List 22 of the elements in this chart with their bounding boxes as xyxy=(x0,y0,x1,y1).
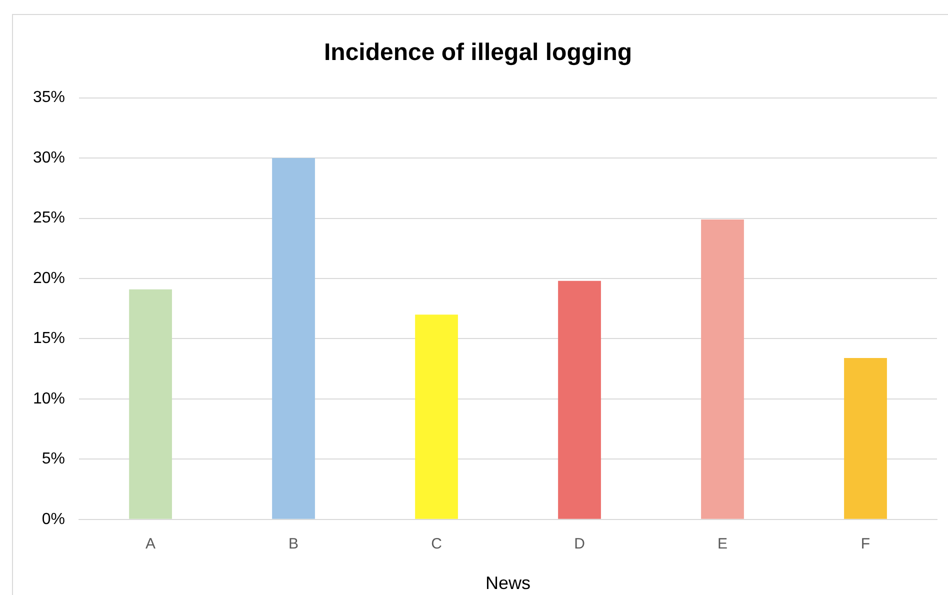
y-tick-label: 10% xyxy=(32,390,66,408)
x-tick-label: C xyxy=(431,536,442,553)
bar xyxy=(272,158,315,519)
x-tick-label: B xyxy=(288,536,299,553)
y-tick-label: 0% xyxy=(42,510,66,528)
bar xyxy=(701,219,744,519)
x-tick-label: D xyxy=(574,536,586,553)
y-tick-label: 35% xyxy=(32,89,66,106)
y-tick-label: 30% xyxy=(32,149,66,166)
bar xyxy=(844,358,887,519)
x-tick-label: F xyxy=(860,536,870,553)
x-axis-title: News xyxy=(486,573,531,594)
x-tick-label: A xyxy=(146,536,156,553)
bar xyxy=(558,280,601,519)
bar xyxy=(415,314,458,519)
bar xyxy=(129,289,172,519)
y-tick-label: 15% xyxy=(32,330,66,348)
y-tick-label: 5% xyxy=(42,450,66,468)
y-tick-label: 20% xyxy=(32,270,66,287)
y-tick-label: 25% xyxy=(32,210,66,227)
x-tick-label: E xyxy=(718,536,728,553)
chart-title: Incidence of illegal logging xyxy=(324,39,632,66)
